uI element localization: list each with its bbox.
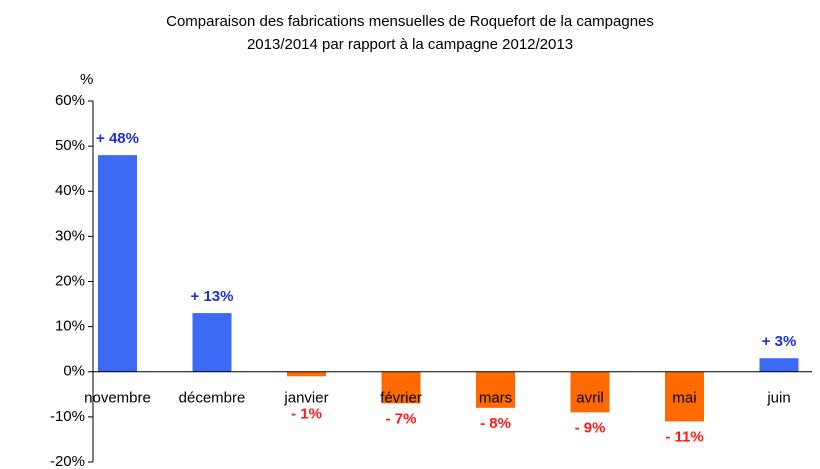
x-tick-label: novembre [84,390,151,407]
bar [98,155,137,372]
y-tick-label: 40% [55,182,85,199]
x-tick-label: décembre [179,390,246,407]
value-label: - 9% [575,419,606,436]
value-label: - 8% [480,415,511,432]
chart-title: Comparaison des fabrications mensuelles … [166,13,654,30]
value-label: + 3% [762,333,797,350]
x-tick-label: mars [479,390,512,407]
bar [759,358,799,372]
value-label: - 1% [291,406,322,423]
bar [192,313,232,372]
chart-title: 2013/2014 par rapport à la campagne 2012… [247,36,573,53]
y-tick-label: -20% [50,453,85,469]
x-tick-label: mai [672,390,696,407]
bar [665,371,704,422]
x-tick-label: avril [576,390,604,407]
y-tick-label: -10% [50,408,85,425]
y-tick-label: 10% [55,318,85,335]
value-label: + 13% [191,288,234,305]
bar [287,371,326,377]
y-tick-label: 50% [55,137,85,154]
value-label: - 11% [665,428,703,445]
x-tick-label: janvier [283,390,328,407]
bar [476,371,515,408]
y-tick-label: 0% [63,363,85,380]
y-tick-label: 20% [55,272,85,289]
y-tick-label: 30% [55,227,85,244]
x-tick-label: février [380,390,422,407]
bar [381,371,421,404]
bar [570,371,610,413]
y-tick-label: 60% [55,92,85,109]
y-axis-label: % [80,71,93,88]
x-tick-label: juin [766,390,790,407]
value-label: + 48% [96,130,139,147]
value-label: - 7% [386,410,417,427]
